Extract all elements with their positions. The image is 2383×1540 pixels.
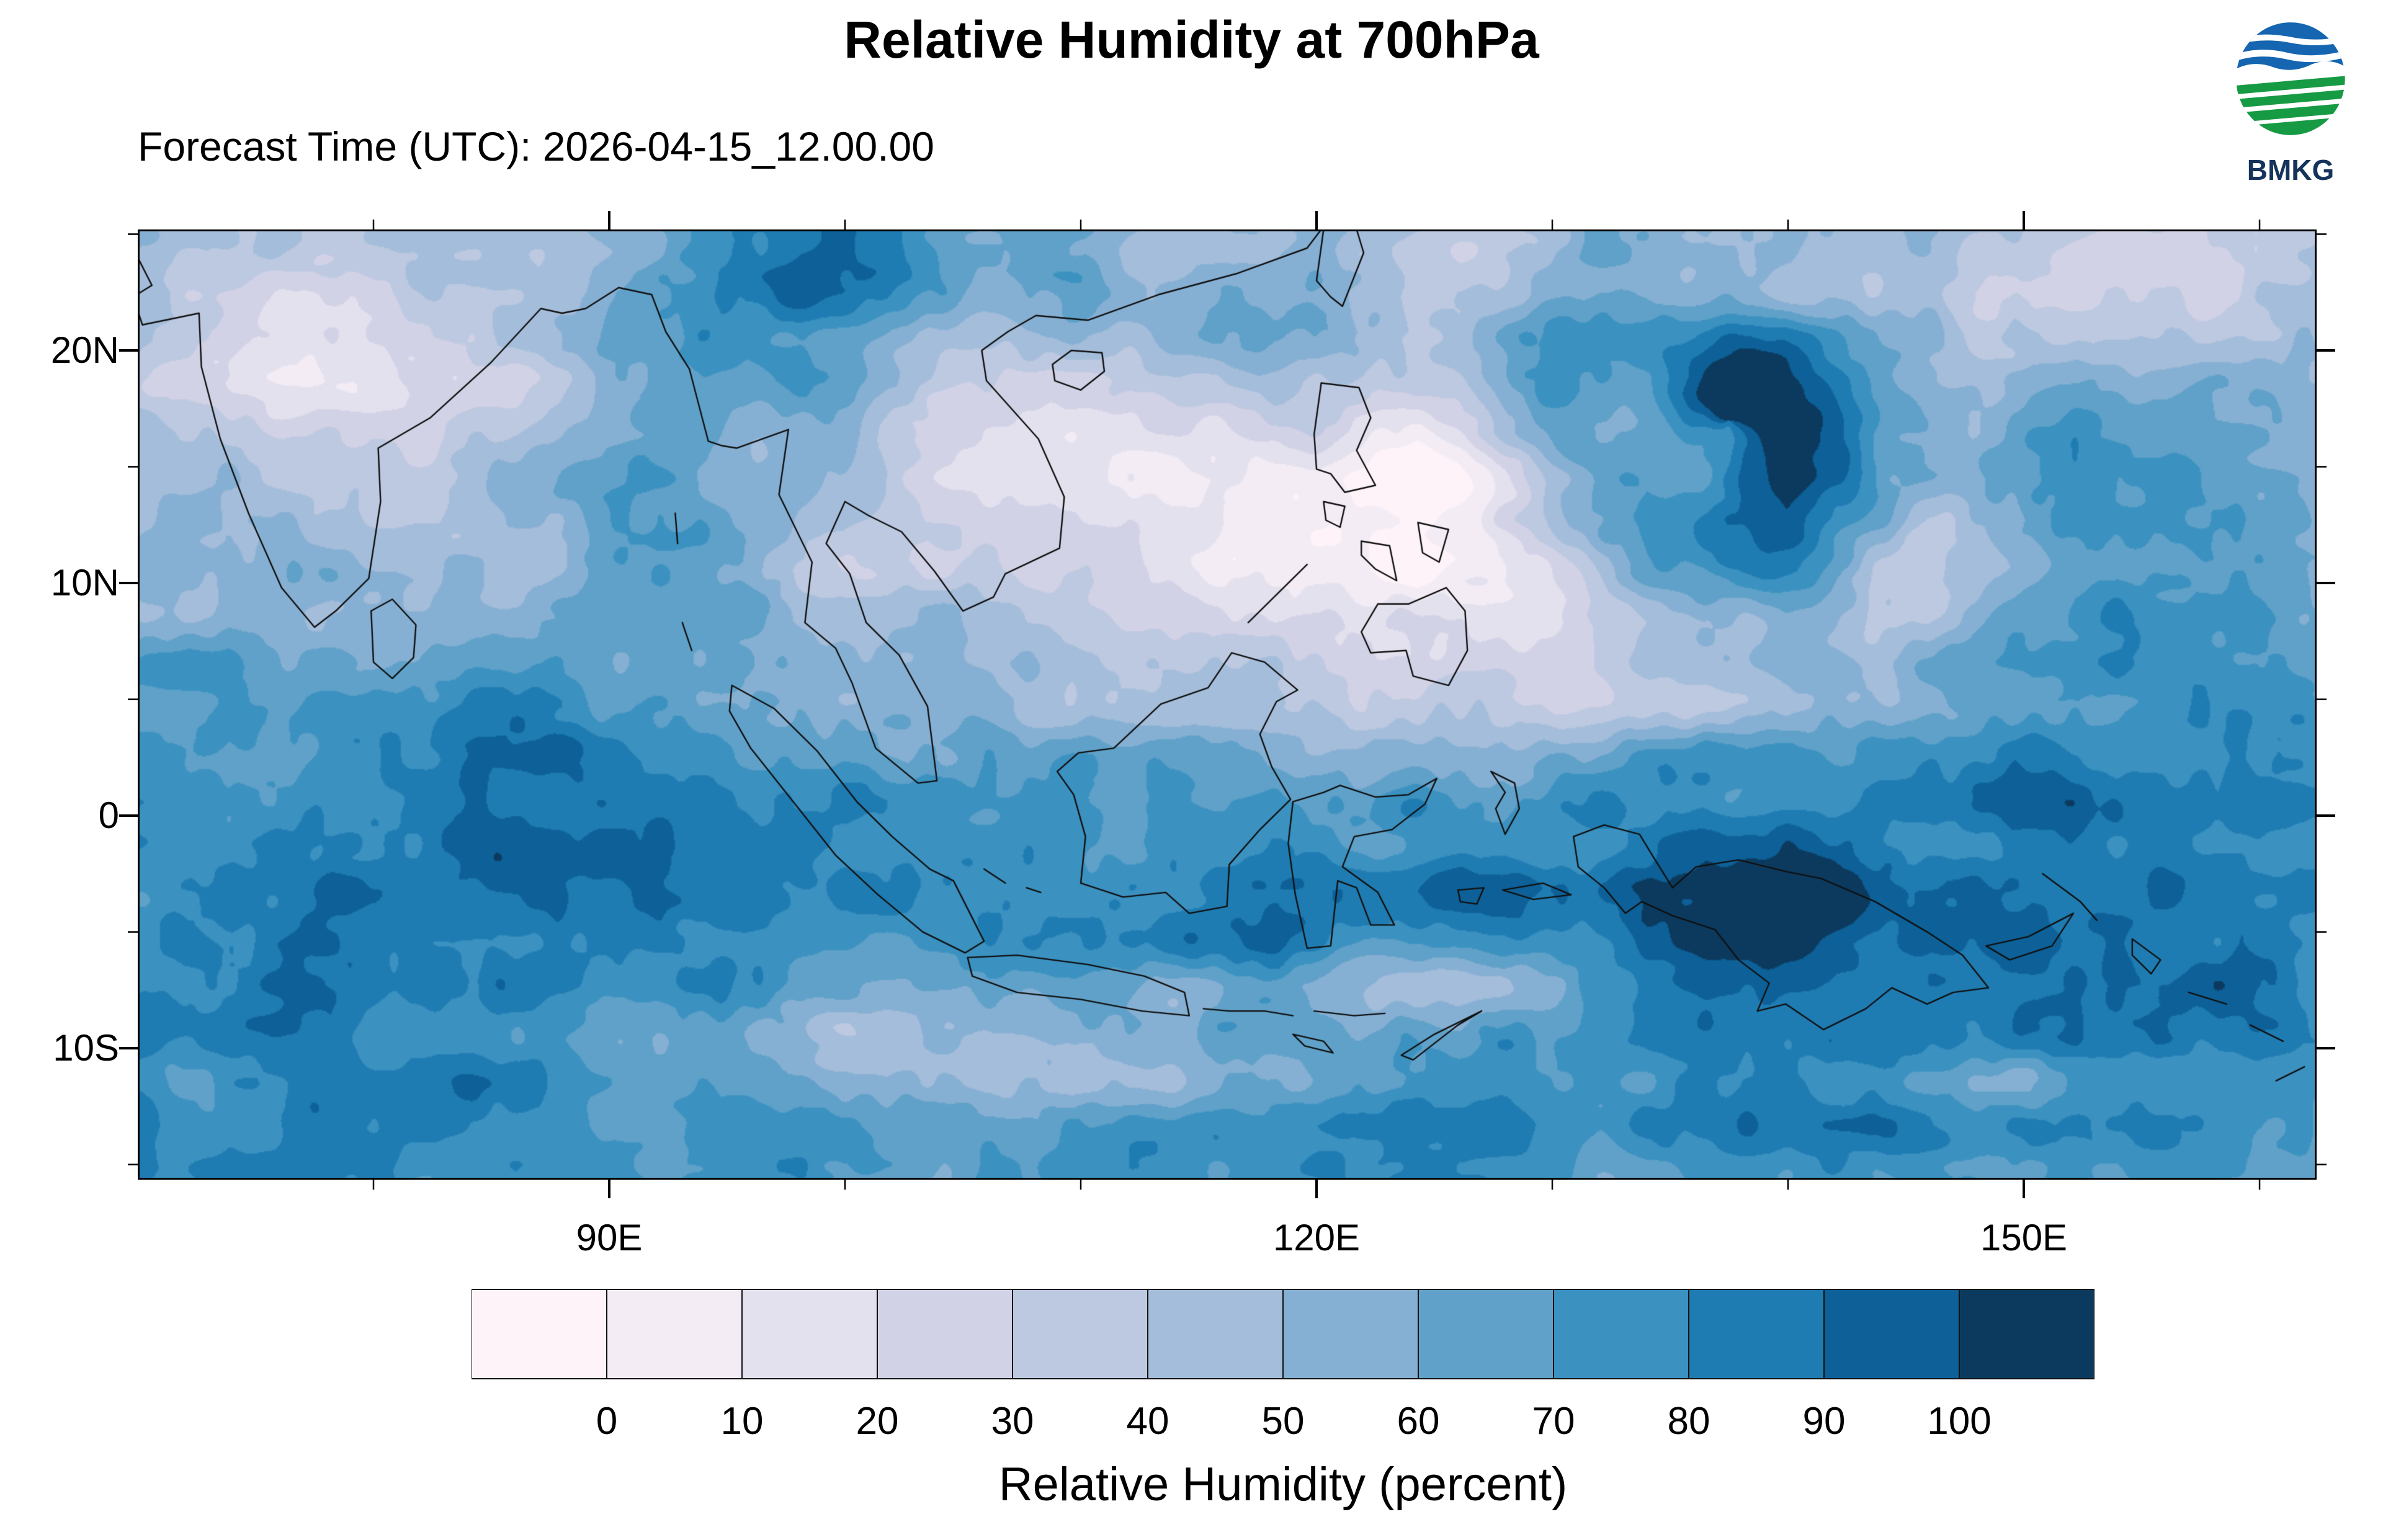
colorbar-tick-label: 30 (991, 1400, 1034, 1443)
chart-title: Relative Humidity at 700hPa (844, 11, 1539, 69)
map-panel (138, 229, 2317, 1180)
colorbar-box (1554, 1289, 1689, 1379)
colorbar-tick-label: 60 (1397, 1400, 1440, 1443)
colorbar-box (1418, 1289, 1554, 1379)
colorbar-tick-label: 20 (856, 1400, 899, 1443)
colorbar-tick-label: 0 (596, 1400, 618, 1443)
colorbar-box (607, 1289, 742, 1379)
bmkg-logo-icon (2236, 22, 2345, 135)
lat-tick-label: 10N (50, 562, 119, 604)
colorbar-tick-label: 50 (1261, 1400, 1305, 1443)
colorbar (472, 1289, 2095, 1379)
colorbar-tick-label: 90 (1802, 1400, 1846, 1443)
colorbar-box (1689, 1289, 1824, 1379)
colorbar-box (1959, 1289, 2095, 1379)
lon-tick-label: 120E (1272, 1217, 1361, 1258)
lon-tick-label: 90E (576, 1217, 643, 1258)
lat-tick-label: 20N (50, 329, 119, 372)
humidity-field-canvas (138, 229, 2317, 1180)
lat-tick-label: 0 (98, 794, 119, 837)
colorbar-box (742, 1289, 877, 1379)
colorbar-title: Relative Humidity (percent) (998, 1458, 1568, 1511)
colorbar-tick-label: 80 (1667, 1400, 1710, 1443)
colorbar-box (1013, 1289, 1148, 1379)
lon-tick-label: 150E (1980, 1217, 2068, 1258)
lat-tick-label: 10S (53, 1027, 119, 1069)
bmkg-logo-text: BMKG (2247, 154, 2335, 186)
colorbar-box (877, 1289, 1013, 1379)
colorbar-box (1824, 1289, 1959, 1379)
colorbar-tick-label: 70 (1532, 1400, 1575, 1443)
colorbar-tick-label: 40 (1126, 1400, 1169, 1443)
colorbar-box (1283, 1289, 1418, 1379)
colorbar-tick-label: 10 (720, 1400, 764, 1443)
colorbar-box (472, 1289, 607, 1379)
colorbar-box (1148, 1289, 1283, 1379)
forecast-time-label: Forecast Time (UTC): 2026-04-15_12.00.00 (138, 123, 934, 169)
bmkg-logo: BMKG (2224, 9, 2357, 187)
colorbar-tick-label: 100 (1927, 1400, 1992, 1443)
